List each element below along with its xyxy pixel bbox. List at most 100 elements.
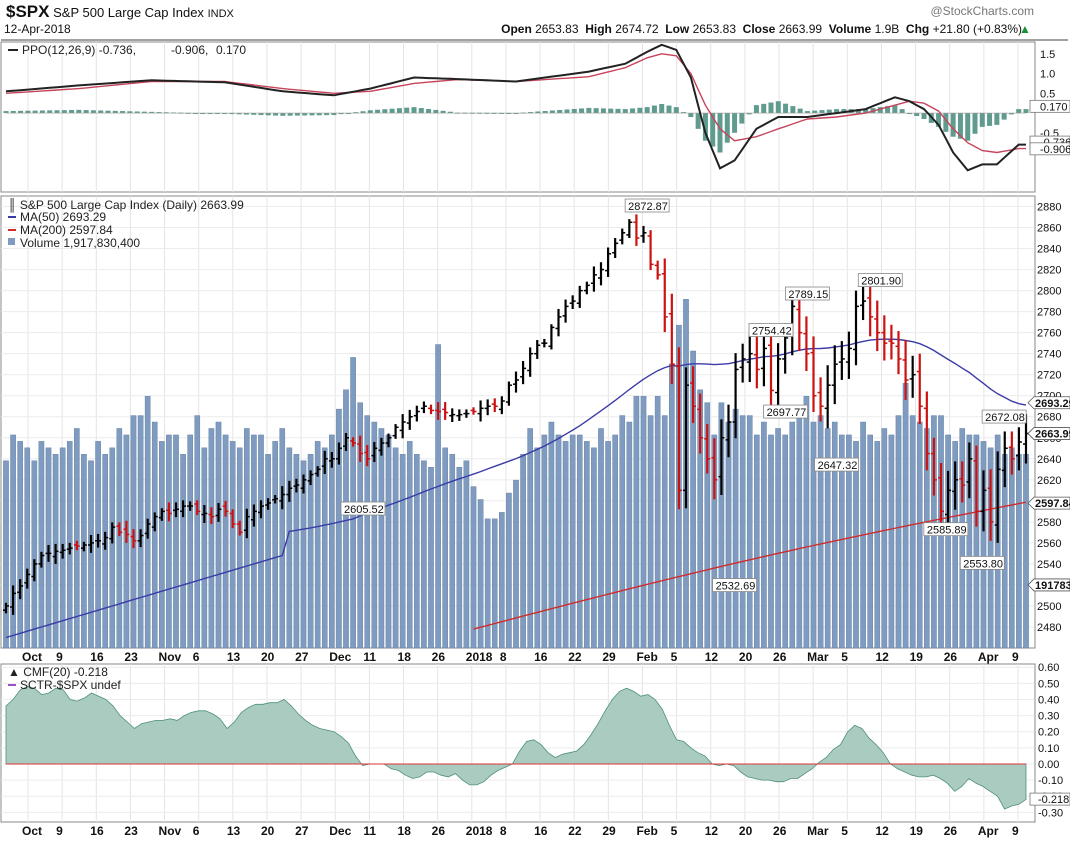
panel-frame xyxy=(0,41,1036,193)
ppo-histogram-bar xyxy=(593,108,599,114)
price-x-tick: 22 xyxy=(568,650,582,664)
volume-bar xyxy=(952,441,958,649)
ppo-histogram-bar xyxy=(404,107,410,114)
ppo-histogram-bar xyxy=(440,110,446,114)
volume-bar xyxy=(527,428,533,649)
ppo-histogram-bar xyxy=(557,109,563,114)
price-x-tick: 16 xyxy=(534,650,548,664)
cmf-y-tick: 0.30 xyxy=(1038,711,1059,723)
cmf-x-tick: 16 xyxy=(90,824,104,838)
symbol: $SPX xyxy=(6,2,50,21)
volume-label: Volume xyxy=(828,22,872,36)
price-x-tick: 26 xyxy=(944,650,958,664)
price-x-tick: Nov xyxy=(159,650,182,664)
ppo-histogram-bar xyxy=(411,107,417,114)
cmf-x-tick: 26 xyxy=(773,824,787,838)
ppo-histogram-bar xyxy=(637,107,643,114)
volume-bar xyxy=(782,434,788,649)
ma50-value-tag: 2693.29 xyxy=(1035,398,1070,410)
ppo-value-tag xyxy=(1029,99,1070,113)
cmf-y-tick: -0.30 xyxy=(1038,807,1063,819)
ppo-histogram-bar xyxy=(819,110,825,114)
cmf-x-tick: 11 xyxy=(363,824,376,838)
volume-bar xyxy=(116,428,123,649)
price-x-tick: 11 xyxy=(363,650,376,664)
cmf-x-tick: 26 xyxy=(944,824,958,838)
ppo-histogram-bar xyxy=(564,109,570,114)
ppo-histogram-bar xyxy=(797,108,803,114)
volume-bar xyxy=(1016,454,1022,649)
volume-bar xyxy=(647,415,654,649)
volume-bar xyxy=(598,428,604,649)
cmf-x-tick: 9 xyxy=(56,824,63,838)
ppo-histogram-bar xyxy=(673,107,679,114)
ppo-histogram-bar xyxy=(702,113,708,141)
ppo-histogram-bar xyxy=(571,108,577,114)
volume-bar xyxy=(761,421,767,649)
volume-bar xyxy=(704,402,711,649)
ppo-histogram-bar xyxy=(265,113,271,116)
cmf-y-tick: 0.10 xyxy=(1038,743,1059,755)
cmf-x-tick: Nov xyxy=(159,824,182,838)
low-value: 2653.83 xyxy=(692,22,736,36)
volume-bar xyxy=(591,447,597,649)
ppo-histogram-bar xyxy=(783,103,789,114)
close-label: Close xyxy=(742,22,776,36)
volume-bar xyxy=(456,467,463,649)
cmf-x-tick: 2018 xyxy=(466,824,493,838)
ppo-histogram-bar xyxy=(724,113,730,143)
volume-bar xyxy=(491,518,498,649)
ppo-y-tick: -0.906 xyxy=(1040,144,1070,156)
volume-bar xyxy=(499,512,505,649)
ppo-histogram-bar xyxy=(39,110,45,114)
cmf-x-tick: Apr xyxy=(978,824,999,838)
volume-bar xyxy=(236,447,243,649)
volume-bar xyxy=(449,454,456,649)
volume-bar xyxy=(739,415,746,649)
price-x-tick: 27 xyxy=(295,650,309,664)
volume-bar xyxy=(392,447,399,649)
ppo-histogram-bar xyxy=(32,110,38,114)
price-callout: 2697.77 xyxy=(767,407,807,419)
ppo-value-tag xyxy=(1029,142,1070,156)
cmf-x-tick: 6 xyxy=(193,824,200,838)
volume-bar xyxy=(548,421,555,649)
ppo-histogram-bar xyxy=(877,107,883,114)
volume-bar xyxy=(343,389,349,649)
price-callout: 2605.52 xyxy=(344,504,384,516)
volume-bar xyxy=(470,486,477,649)
cmf-x-tick: 18 xyxy=(398,824,412,838)
ppo-histogram-bar xyxy=(1016,109,1022,114)
ppo-histogram-bar xyxy=(229,113,235,115)
volume-bar xyxy=(477,499,484,649)
ppo-histogram-bar xyxy=(717,113,723,153)
ppo-histogram-bar xyxy=(185,112,191,114)
price-x-tick: Mar xyxy=(807,650,829,664)
ppo-signal-line xyxy=(5,53,1026,154)
volume-bar xyxy=(839,434,845,649)
volume-bar xyxy=(867,434,873,649)
cmf-x-tick: Oct xyxy=(22,824,42,838)
price-x-tick: 8 xyxy=(500,650,507,664)
ma200-legend: MA(200) 2597.84 xyxy=(20,223,113,237)
volume-bar xyxy=(102,454,108,649)
ppo-histogram-bar xyxy=(549,110,555,114)
price-x-tick: 20 xyxy=(739,650,753,664)
price-callout-box xyxy=(340,501,386,516)
ppo-histogram-bar xyxy=(768,102,774,114)
volume-bar xyxy=(3,460,9,649)
ma200-line xyxy=(473,501,1027,630)
price-x-tick: 23 xyxy=(124,650,138,664)
volume-bar xyxy=(576,434,583,649)
volume-bar xyxy=(1023,454,1029,649)
ppo-histogram-bar xyxy=(338,113,344,115)
cmf-x-tick: 12 xyxy=(705,824,719,838)
ppo-histogram-bar xyxy=(207,113,213,115)
ppo-histogram-bar xyxy=(396,108,402,114)
ppo-histogram-bar xyxy=(389,108,395,114)
ppo-histogram-bar xyxy=(906,113,912,115)
price-callout-box xyxy=(814,457,859,472)
ppo-histogram-bar xyxy=(681,112,687,114)
price-x-tick: Feb xyxy=(636,650,657,664)
volume-bar xyxy=(74,428,80,649)
